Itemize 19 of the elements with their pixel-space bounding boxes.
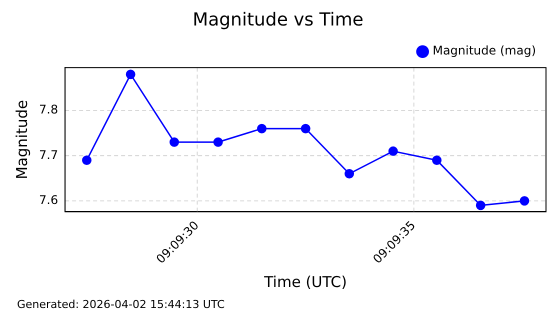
point — [300, 124, 310, 134]
point — [476, 200, 486, 210]
y-axis-title: Magnitude — [12, 100, 31, 180]
legend-label: Magnitude (mag) — [432, 44, 536, 58]
point — [257, 124, 267, 134]
point — [520, 196, 530, 206]
point — [82, 155, 92, 165]
y-tick-label: 7.8 — [38, 102, 58, 117]
y-tick-label: 7.6 — [38, 192, 58, 207]
point — [170, 137, 180, 147]
text: Generated: 2026-04-02 15:44:13 UTC — [17, 298, 225, 311]
y-tick-label: 7.7 — [38, 148, 58, 162]
point — [432, 155, 442, 165]
x-axis-title: Time (UTC) — [263, 272, 348, 291]
point — [213, 137, 223, 147]
point — [388, 146, 398, 156]
point — [126, 70, 136, 80]
chart-title: Magnitude vs Time — [192, 9, 364, 30]
point — [344, 169, 354, 179]
